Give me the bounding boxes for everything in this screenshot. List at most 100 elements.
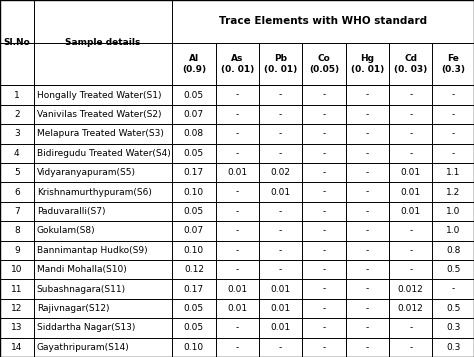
Text: -: - [366,285,369,293]
Text: 6: 6 [14,187,19,197]
Text: 4: 4 [14,149,19,158]
Text: -: - [409,343,412,352]
Text: -: - [236,129,239,139]
Text: Gayathripuram(S14): Gayathripuram(S14) [37,343,129,352]
Text: 0.012: 0.012 [398,304,424,313]
Text: 0.01: 0.01 [401,207,421,216]
Text: -: - [452,110,455,119]
Text: -: - [236,246,239,255]
Text: -: - [366,129,369,139]
Text: -: - [409,149,412,158]
Text: 7: 7 [14,207,19,216]
Text: Subashnagara(S11): Subashnagara(S11) [37,285,126,293]
Text: -: - [409,323,412,332]
Text: -: - [322,149,326,158]
Text: Gokulam(S8): Gokulam(S8) [37,226,95,235]
Text: -: - [322,265,326,274]
Text: Trace Elements with WHO standard: Trace Elements with WHO standard [219,16,427,26]
Text: 0.01: 0.01 [271,323,291,332]
Text: Bannimantap Hudko(S9): Bannimantap Hudko(S9) [37,246,147,255]
Text: -: - [279,265,283,274]
Text: 0.01: 0.01 [227,168,247,177]
Text: 0.01: 0.01 [227,304,247,313]
Text: 0.10: 0.10 [184,343,204,352]
Text: -: - [409,265,412,274]
Text: 0.05: 0.05 [184,323,204,332]
Text: -: - [366,187,369,197]
Text: -: - [366,323,369,332]
Text: Hongally Treated Water(S1): Hongally Treated Water(S1) [37,91,161,100]
Text: 1: 1 [14,91,19,100]
Text: Hg
(0. 01): Hg (0. 01) [351,54,384,74]
Text: 9: 9 [14,246,19,255]
Text: -: - [366,110,369,119]
Text: -: - [279,149,283,158]
Text: 0.01: 0.01 [271,285,291,293]
Text: -: - [322,226,326,235]
Text: -: - [409,110,412,119]
Text: -: - [409,246,412,255]
Text: Bidiregudu Treated Water(S4): Bidiregudu Treated Water(S4) [37,149,171,158]
Text: Al
(0.9): Al (0.9) [182,54,206,74]
Text: 2: 2 [14,110,19,119]
Text: -: - [279,110,283,119]
Text: -: - [366,246,369,255]
Text: -: - [279,91,283,100]
Text: Pb
(0. 01): Pb (0. 01) [264,54,297,74]
Text: 0.3: 0.3 [446,343,460,352]
Text: Rajivnagar(S12): Rajivnagar(S12) [37,304,109,313]
Text: Melapura Treated Water(S3): Melapura Treated Water(S3) [37,129,164,139]
Text: -: - [279,246,283,255]
Text: -: - [366,168,369,177]
Text: -: - [322,323,326,332]
Text: -: - [236,207,239,216]
Text: 1.1: 1.1 [446,168,460,177]
Text: 0.05: 0.05 [184,149,204,158]
Text: Siddartha Nagar(S13): Siddartha Nagar(S13) [37,323,135,332]
Text: -: - [366,91,369,100]
Text: 11: 11 [11,285,22,293]
Text: -: - [452,149,455,158]
Text: 0.5: 0.5 [446,265,460,274]
Text: 0.012: 0.012 [398,285,424,293]
Text: -: - [409,129,412,139]
Text: 8: 8 [14,226,19,235]
Text: -: - [366,265,369,274]
Text: 0.01: 0.01 [401,168,421,177]
Text: 0.05: 0.05 [184,207,204,216]
Text: Krishnamurthypuram(S6): Krishnamurthypuram(S6) [37,187,152,197]
Text: 0.05: 0.05 [184,91,204,100]
Text: Sample details: Sample details [65,38,141,47]
Text: -: - [322,187,326,197]
Text: -: - [236,91,239,100]
Text: 0.08: 0.08 [184,129,204,139]
Text: -: - [409,226,412,235]
Text: 0.01: 0.01 [271,304,291,313]
Text: -: - [322,343,326,352]
Text: 0.05: 0.05 [184,304,204,313]
Text: 5: 5 [14,168,19,177]
Text: 0.01: 0.01 [401,187,421,197]
Text: 0.17: 0.17 [184,285,204,293]
Text: -: - [452,285,455,293]
Text: -: - [236,265,239,274]
Text: -: - [366,343,369,352]
Text: -: - [366,226,369,235]
Text: -: - [322,246,326,255]
Text: Cd
(0. 03): Cd (0. 03) [394,54,428,74]
Text: 0.12: 0.12 [184,265,204,274]
Text: 0.01: 0.01 [271,187,291,197]
Text: -: - [322,129,326,139]
Text: -: - [366,304,369,313]
Text: 0.01: 0.01 [227,285,247,293]
Text: -: - [452,129,455,139]
Text: Mandi Mohalla(S10): Mandi Mohalla(S10) [37,265,127,274]
Text: -: - [279,207,283,216]
Text: 1.0: 1.0 [446,207,460,216]
Text: -: - [279,226,283,235]
Text: -: - [322,110,326,119]
Text: 1.2: 1.2 [446,187,460,197]
Text: 0.10: 0.10 [184,187,204,197]
Text: -: - [236,187,239,197]
Text: -: - [322,285,326,293]
